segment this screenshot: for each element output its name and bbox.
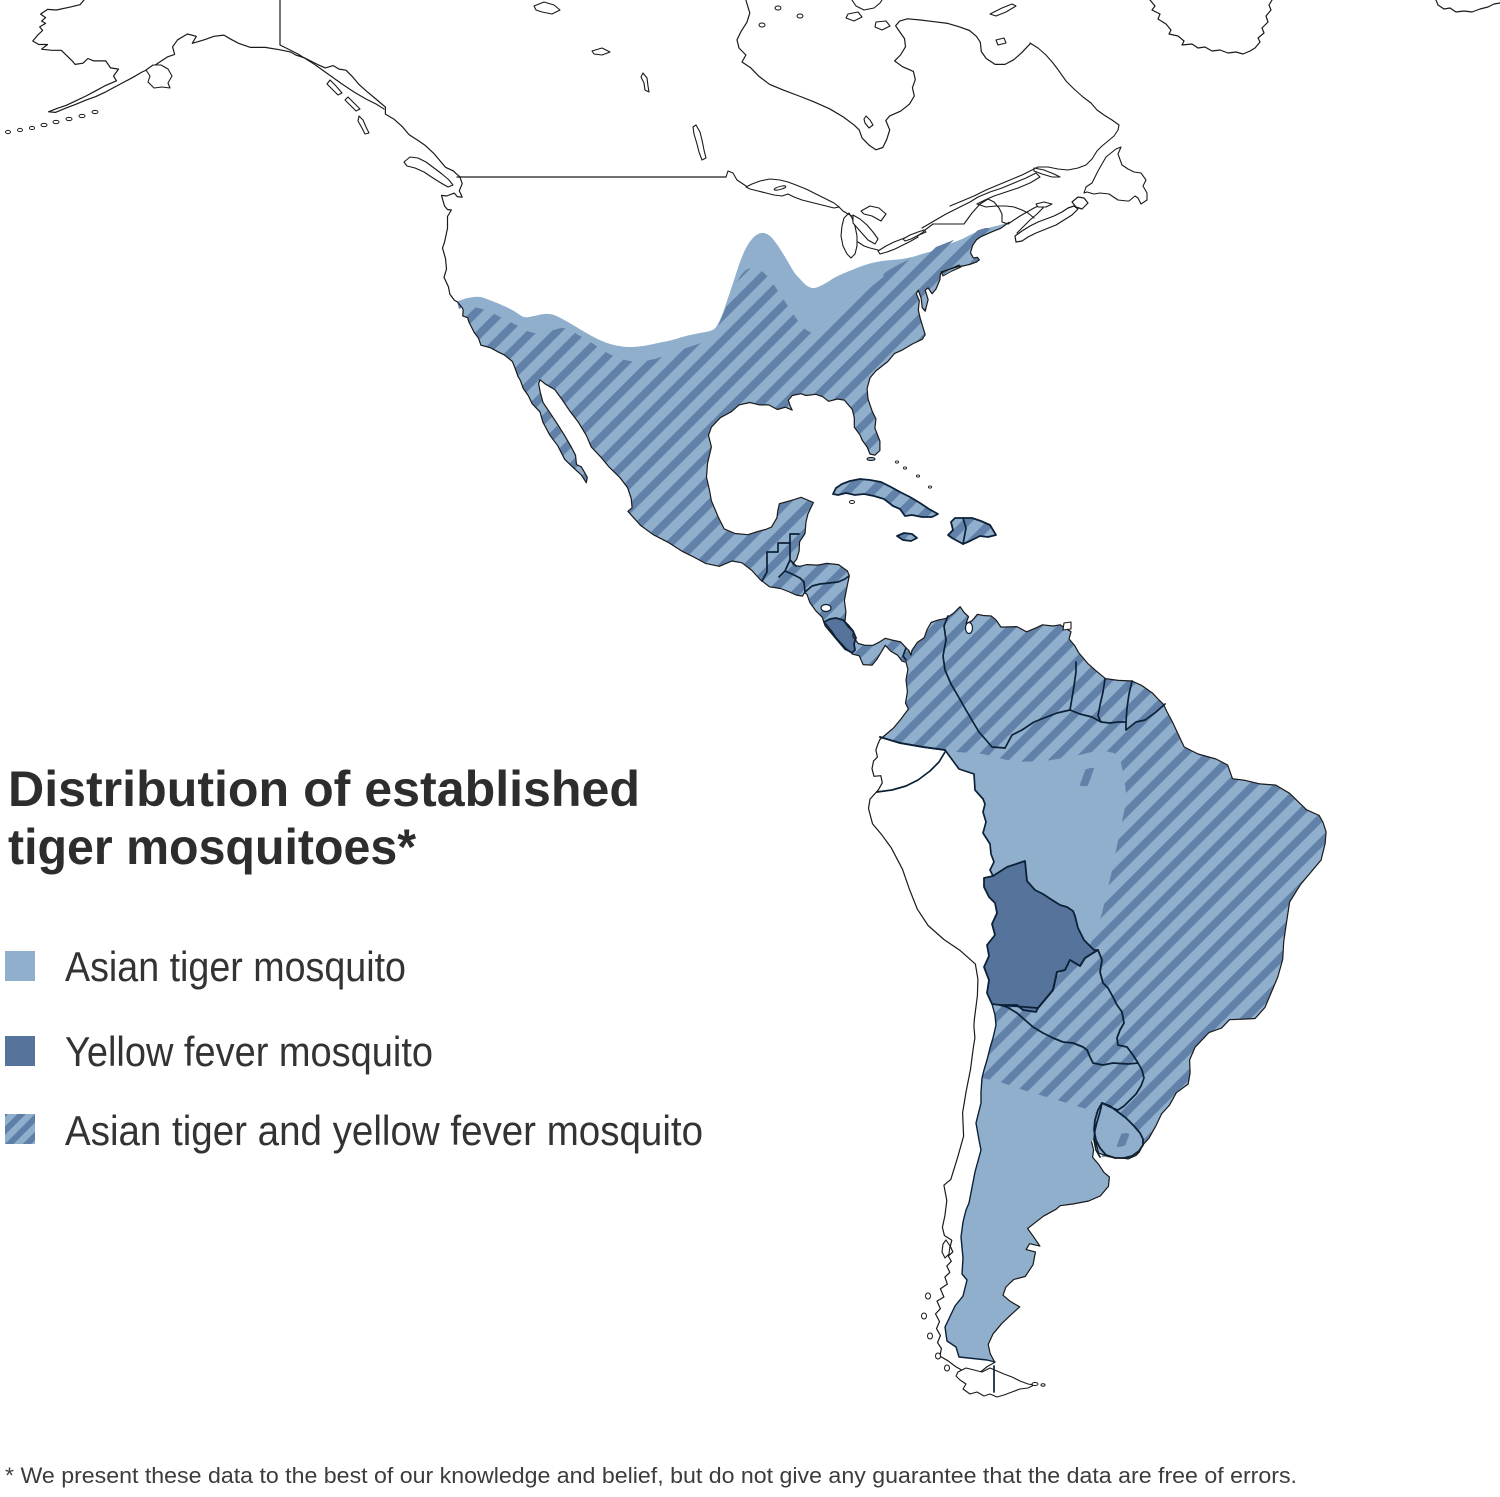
svg-text:Asian tiger mosquito: Asian tiger mosquito — [65, 943, 406, 990]
svg-text:Asian tiger and yellow fever m: Asian tiger and yellow fever mosquito — [65, 1107, 703, 1154]
svg-text:* We present these data to the: * We present these data to the best of o… — [5, 1463, 1297, 1488]
svg-text:Yellow fever mosquito: Yellow fever mosquito — [65, 1028, 433, 1075]
svg-text:Distribution of established: Distribution of established — [8, 761, 640, 817]
svg-text:tiger mosquitoes*: tiger mosquitoes* — [8, 819, 417, 875]
